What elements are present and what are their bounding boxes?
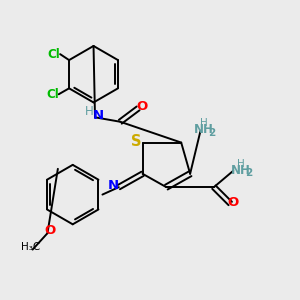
Text: NH: NH (194, 123, 214, 136)
Text: Cl: Cl (48, 48, 61, 61)
Text: N: N (108, 179, 119, 192)
Text: N: N (92, 109, 104, 122)
Text: Cl: Cl (46, 88, 59, 101)
Text: H: H (85, 106, 94, 118)
Text: O: O (227, 196, 238, 208)
Text: NH: NH (231, 164, 250, 177)
Text: 2: 2 (208, 128, 215, 138)
Text: H: H (200, 118, 208, 128)
Text: H: H (237, 159, 244, 169)
Text: H₃C: H₃C (21, 242, 40, 252)
Text: S: S (131, 134, 141, 148)
Text: 2: 2 (245, 168, 252, 178)
Text: O: O (136, 100, 147, 113)
Text: O: O (45, 224, 56, 237)
